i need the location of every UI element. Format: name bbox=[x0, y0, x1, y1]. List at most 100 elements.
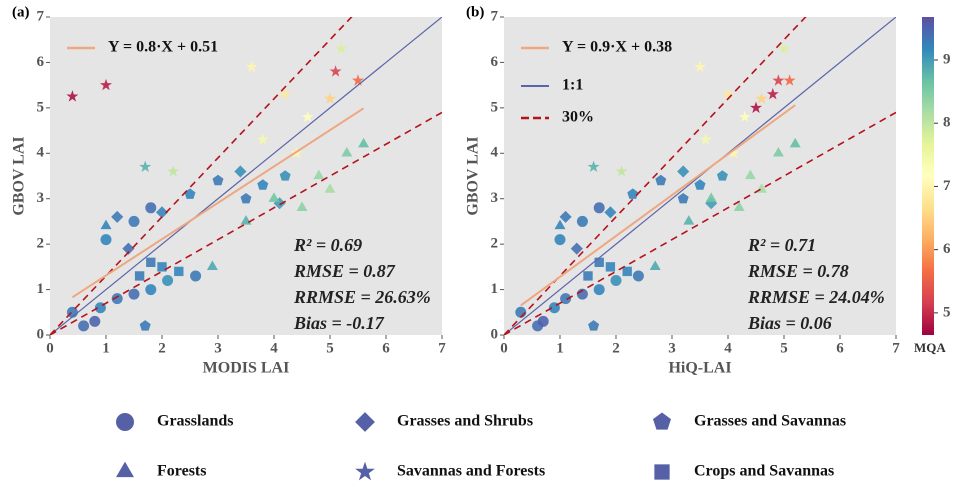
legend-fit-label: Y = 0.9·X + 0.38 bbox=[562, 39, 672, 56]
x-tick-label: 1 bbox=[556, 340, 564, 356]
stat-label: R² = 0.71 bbox=[747, 235, 816, 255]
legend-marker bbox=[116, 413, 134, 431]
x-tick-label: 7 bbox=[892, 340, 900, 356]
data-point bbox=[610, 274, 622, 286]
panel-label: (b) bbox=[466, 4, 484, 20]
colorbar-tick-label: 5 bbox=[943, 304, 951, 320]
data-point bbox=[257, 179, 269, 190]
plot-area bbox=[50, 17, 442, 335]
data-point bbox=[627, 188, 639, 199]
data-point bbox=[789, 137, 801, 148]
data-point bbox=[537, 315, 549, 327]
data-point bbox=[358, 137, 370, 148]
data-point bbox=[234, 165, 247, 178]
data-point bbox=[122, 242, 135, 255]
data-point bbox=[279, 87, 292, 100]
data-point bbox=[554, 219, 566, 230]
data-point bbox=[240, 192, 252, 204]
fit-line bbox=[520, 104, 796, 307]
data-point bbox=[111, 293, 123, 305]
data-point bbox=[705, 192, 717, 202]
data-point bbox=[655, 174, 667, 186]
data-point bbox=[100, 219, 112, 230]
data-point bbox=[134, 271, 145, 281]
data-point bbox=[583, 271, 593, 281]
colorbar-tick-label: 7 bbox=[943, 178, 951, 194]
x-tick-label: 5 bbox=[780, 340, 788, 356]
x-tick-label: 0 bbox=[500, 340, 508, 356]
colorbar-tick-label: 8 bbox=[943, 115, 951, 131]
data-point bbox=[245, 60, 258, 73]
data-point bbox=[111, 210, 124, 223]
data-point bbox=[139, 160, 152, 173]
panel-label: (a) bbox=[12, 4, 30, 20]
band-line bbox=[504, 111, 896, 335]
legend-label: Grasses and Savannas bbox=[694, 413, 846, 430]
data-point bbox=[594, 257, 604, 267]
data-point bbox=[716, 170, 728, 181]
data-point bbox=[313, 169, 325, 180]
data-point bbox=[570, 242, 583, 255]
data-point bbox=[155, 206, 169, 219]
data-point bbox=[587, 160, 600, 173]
stat-label: Bias = 0.06 bbox=[747, 313, 832, 333]
legend-marker bbox=[355, 412, 375, 432]
y-tick-label: 3 bbox=[491, 190, 499, 206]
band-line bbox=[50, 111, 442, 335]
stat-label: RMSE = 0.87 bbox=[293, 261, 396, 281]
data-point bbox=[694, 179, 706, 190]
x-tick-label: 6 bbox=[836, 340, 844, 356]
y-tick-label: 7 bbox=[37, 8, 45, 24]
y-tick-label: 1 bbox=[491, 281, 499, 297]
data-point bbox=[615, 165, 628, 177]
data-point bbox=[256, 133, 269, 145]
data-point bbox=[145, 202, 157, 214]
x-tick-label: 2 bbox=[158, 340, 166, 356]
data-point bbox=[174, 266, 184, 277]
y-tick-label: 4 bbox=[37, 145, 45, 161]
data-point bbox=[554, 234, 566, 246]
data-point bbox=[296, 201, 308, 211]
colorbar-tick-label: 6 bbox=[943, 241, 951, 257]
y-tick-label: 7 bbox=[491, 8, 499, 24]
data-point bbox=[733, 201, 745, 211]
data-point bbox=[677, 192, 689, 204]
data-point bbox=[677, 165, 690, 178]
y-tick-label: 5 bbox=[491, 99, 499, 115]
data-point bbox=[683, 215, 695, 225]
legend-label: Forests bbox=[157, 463, 206, 480]
data-point bbox=[167, 165, 180, 177]
data-point bbox=[301, 110, 314, 123]
x-tick-label: 4 bbox=[270, 340, 278, 356]
data-point bbox=[622, 266, 632, 277]
legend-label: Savannas and Forests bbox=[397, 463, 545, 480]
data-point bbox=[588, 320, 600, 331]
x-tick-label: 2 bbox=[612, 340, 620, 356]
x-tick-label: 3 bbox=[214, 340, 222, 356]
data-point bbox=[89, 315, 101, 327]
data-point bbox=[559, 210, 572, 223]
data-point bbox=[766, 87, 779, 100]
y-tick-label: 6 bbox=[491, 54, 499, 70]
data-point bbox=[593, 284, 605, 296]
stat-label: R² = 0.69 bbox=[293, 235, 362, 255]
data-point bbox=[128, 288, 140, 300]
data-point bbox=[772, 74, 785, 86]
data-point bbox=[324, 183, 336, 193]
data-point bbox=[777, 42, 791, 54]
data-point bbox=[212, 174, 224, 186]
x-axis-label: HiQ-LAI bbox=[668, 360, 731, 377]
fit-line bbox=[71, 107, 365, 299]
legend-label: Crops and Savannas bbox=[694, 463, 834, 480]
data-point bbox=[738, 110, 751, 123]
data-point bbox=[128, 215, 140, 227]
data-point bbox=[783, 74, 796, 86]
legend-one-to-one-label: 1:1 bbox=[562, 77, 583, 94]
data-point bbox=[604, 206, 617, 219]
data-point bbox=[206, 260, 218, 271]
x-tick-label: 0 bbox=[46, 340, 54, 356]
data-point bbox=[139, 320, 151, 331]
plot-area bbox=[504, 17, 896, 335]
data-point bbox=[699, 133, 712, 145]
